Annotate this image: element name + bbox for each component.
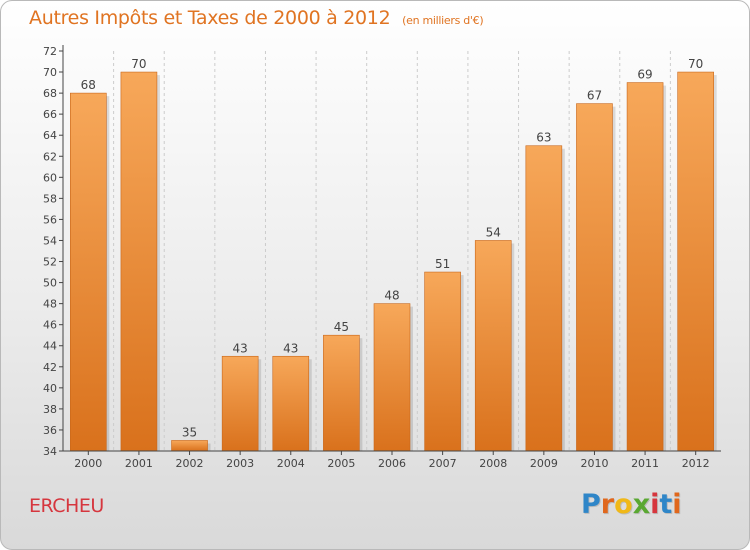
x-tick-label: 2001 — [125, 457, 153, 470]
bar-value-label: 54 — [486, 225, 501, 239]
bars — [70, 71, 717, 452]
value-labels: 68 70 35 43 43 45 48 51 54 63 67 69 70 — [81, 57, 704, 439]
y-tick-label: 42 — [43, 361, 57, 374]
x-tick-label: 2012 — [682, 457, 710, 470]
y-tick-label: 40 — [43, 382, 57, 395]
y-tick-label: 56 — [43, 213, 57, 226]
logo-letter: P — [581, 489, 601, 520]
bar-value-label: 48 — [384, 289, 399, 303]
bar — [221, 355, 259, 452]
bar-value-label: 63 — [536, 131, 551, 145]
proxiti-logo: Proxiti — [581, 489, 691, 525]
x-tick-label: 2010 — [580, 457, 608, 470]
logo-letter: x — [632, 489, 651, 520]
bar-value-label: 43 — [283, 341, 298, 355]
x-tick-label: 2006 — [378, 457, 406, 470]
bar-value-label: 35 — [182, 425, 197, 439]
logo-letter: i — [650, 489, 660, 520]
x-tick-label: 2002 — [176, 457, 204, 470]
bar — [525, 145, 563, 452]
grid-lines — [113, 51, 671, 451]
bar — [626, 82, 664, 452]
x-tick-label: 2009 — [530, 457, 558, 470]
y-tick-label: 34 — [43, 445, 57, 458]
y-tick-label: 48 — [43, 298, 57, 311]
y-tick-label: 58 — [43, 192, 57, 205]
x-tick-label: 2008 — [479, 457, 507, 470]
y-tick-label: 46 — [43, 319, 57, 332]
bar — [677, 71, 714, 452]
axes: 2000 2001 2002 2003 2004 2005 2006 2007 2008 2009… — [43, 45, 721, 470]
bar-value-label: 43 — [233, 341, 248, 355]
y-tick-label: 52 — [43, 256, 57, 269]
x-tick-label: 2003 — [226, 457, 254, 470]
bar — [424, 271, 461, 452]
x-tick-label: 2004 — [277, 457, 305, 470]
y-tick-label: 38 — [43, 403, 57, 416]
y-tick-label: 66 — [43, 108, 57, 121]
logo-letter: r — [600, 489, 615, 520]
y-tick-label: 62 — [43, 150, 57, 163]
x-tick-label: 2011 — [631, 457, 659, 470]
logo-letter: i — [672, 489, 682, 520]
chart-subtitle: (en milliers d'€) — [402, 14, 484, 27]
y-tick-label: 54 — [43, 234, 57, 247]
bar-value-label: 69 — [637, 68, 652, 82]
y-tick-label: 68 — [43, 87, 57, 100]
commune-name: ERCHEU — [29, 495, 104, 517]
bar — [373, 303, 411, 452]
y-tick-label: 50 — [43, 277, 57, 290]
logo-letter: o — [614, 489, 633, 520]
bar — [272, 355, 310, 452]
y-tick-label: 36 — [43, 424, 57, 437]
bar — [474, 240, 512, 452]
bar — [323, 334, 360, 452]
logo-letter: t — [659, 489, 673, 520]
x-tick-label: 2005 — [327, 457, 355, 470]
x-tick-label: 2007 — [429, 457, 457, 470]
bar — [171, 440, 208, 452]
bar-value-label: 45 — [334, 320, 349, 334]
y-tick-label: 60 — [43, 171, 57, 184]
chart-title-text: Autres Impôts et Taxes de 2000 à 2012 — [29, 7, 391, 29]
bar-value-label: 67 — [587, 89, 602, 103]
bar-value-label: 70 — [131, 57, 146, 71]
bar-value-label: 51 — [435, 257, 450, 271]
bar-value-label: 68 — [81, 78, 96, 92]
bar — [70, 92, 107, 452]
bar — [576, 103, 613, 452]
chart-title: Autres Impôts et Taxes de 2000 à 2012 (e… — [29, 7, 484, 29]
y-tick-label: 72 — [43, 45, 57, 58]
bar — [120, 71, 158, 452]
x-tick-label: 2000 — [74, 457, 102, 470]
y-tick-label: 64 — [43, 129, 57, 142]
y-tick-label: 70 — [43, 66, 57, 79]
y-tick-label: 44 — [43, 340, 57, 353]
bar-value-label: 70 — [688, 57, 703, 71]
